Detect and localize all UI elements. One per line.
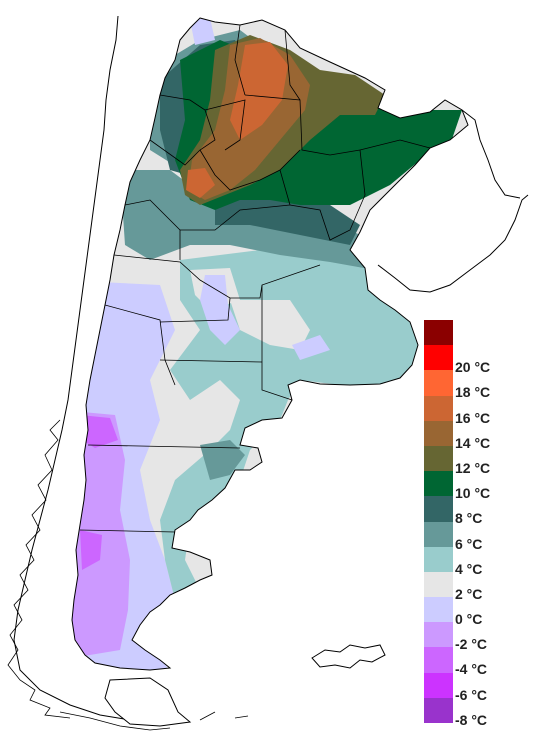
legend-label: 16 °C: [455, 409, 491, 426]
chile-fjord-coast: [7, 419, 71, 719]
legend-swatch: [424, 571, 453, 598]
legend-swatch: [424, 395, 453, 421]
legend-label: 18 °C: [455, 384, 491, 401]
legend-swatch: [424, 647, 453, 673]
legend-label: 14 °C: [455, 434, 491, 451]
southern-islands: [59, 711, 249, 731]
legend-label: -4 °C: [455, 661, 488, 678]
legend-swatch: [424, 546, 453, 572]
legend-swatch: [424, 697, 453, 723]
legend-swatch: [424, 445, 453, 472]
legend-label: 6 °C: [455, 535, 483, 552]
legend-label: 12 °C: [455, 459, 491, 476]
legend-label: 4 °C: [455, 560, 483, 577]
legend-label: 20 °C: [455, 359, 491, 376]
legend-label: 10 °C: [455, 485, 491, 502]
legend-label: 2 °C: [455, 585, 483, 602]
uruguay-outline: [377, 194, 529, 293]
legend-label: -2 °C: [455, 636, 488, 653]
legend-swatch: [424, 320, 453, 346]
legend-label: -8 °C: [455, 711, 488, 728]
legend-swatch: [424, 345, 453, 371]
legend-swatch: [424, 370, 453, 396]
legend-swatch: [424, 471, 453, 497]
legend-swatch: [424, 420, 453, 446]
province-borders: [79, 24, 431, 533]
legend-swatch: [424, 521, 453, 547]
legend-swatch: [424, 597, 453, 623]
chile-outline: [13, 15, 131, 721]
islands-outline: [311, 644, 386, 669]
legend-swatch: [424, 622, 453, 648]
legend-label: 8 °C: [455, 510, 483, 527]
legend-swatch: [424, 496, 453, 522]
tierra-del-fuego-outline: [104, 677, 192, 727]
legend-swatch: [424, 672, 453, 698]
brazil-coast: [461, 109, 521, 199]
legend-label: 0 °C: [455, 611, 483, 628]
legend-label: -6 °C: [455, 686, 488, 703]
